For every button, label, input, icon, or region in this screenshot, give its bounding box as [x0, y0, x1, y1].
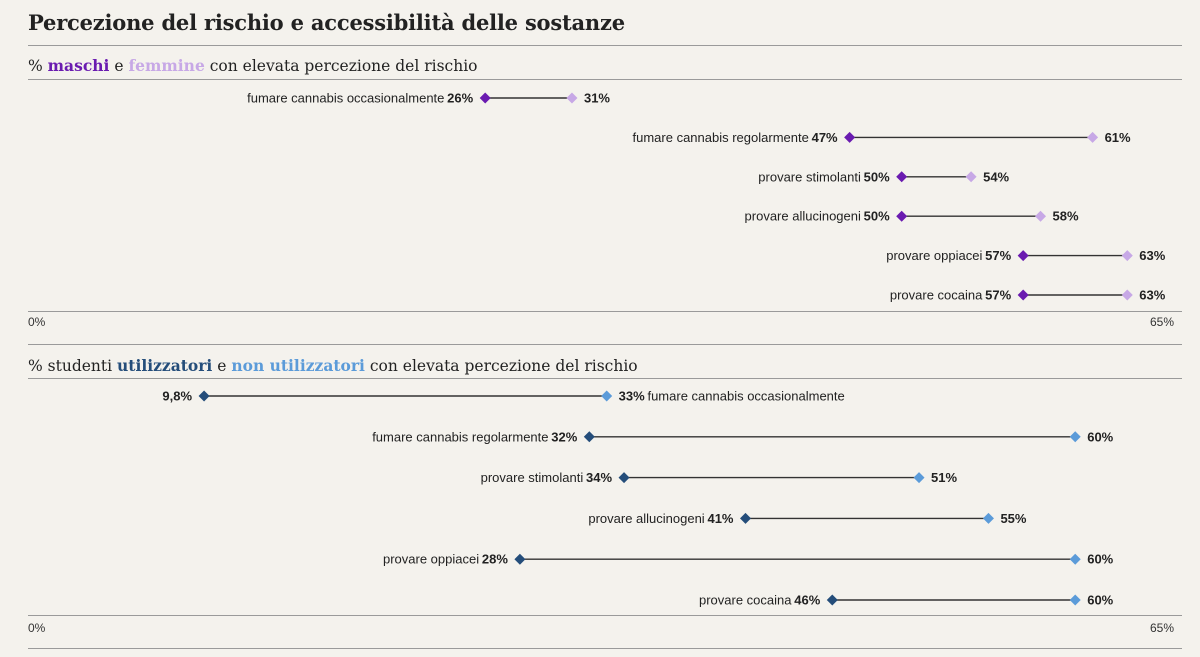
panel1-axis-min: 0% [28, 315, 46, 329]
value-label-right: 51% [931, 470, 957, 485]
marker-non-utilizzatori [1069, 594, 1081, 606]
category-label: provare allucinogeni [588, 511, 704, 526]
value-label-left: 9,8% [162, 389, 192, 404]
marker-utilizzatori [514, 553, 526, 565]
marker-utilizzatori [198, 390, 210, 402]
value-label-left: 26% [447, 91, 473, 106]
marker-non-utilizzatori [913, 472, 925, 484]
category-label: provare cocaina [699, 593, 792, 608]
marker-femmine [1035, 210, 1047, 222]
value-label-left: 57% [985, 288, 1011, 303]
value-label-right: 60% [1087, 429, 1113, 444]
value-label-right: 31% [584, 91, 610, 106]
chart-title: Percezione del rischio e accessibilità d… [28, 10, 625, 35]
value-label-right: 33% [619, 389, 645, 404]
category-label: fumare cannabis occasionalmente [247, 91, 444, 106]
panel2-axis-min: 0% [28, 621, 46, 635]
panel1-top-rule [28, 79, 1182, 80]
subtitle-suffix: con elevata percezione del rischio [204, 57, 478, 75]
category-label: provare stimolanti [758, 169, 861, 184]
marker-maschi [1017, 250, 1029, 262]
marker-non-utilizzatori [1069, 431, 1081, 443]
marker-femmine [1087, 131, 1099, 143]
subtitle-mid: e [212, 357, 232, 375]
panel2-top-rule [28, 378, 1182, 379]
value-label-left: 32% [551, 429, 577, 444]
marker-utilizzatori [740, 512, 752, 524]
marker-maschi [896, 210, 908, 222]
value-label-right: 63% [1139, 248, 1165, 263]
value-label-right: 60% [1087, 552, 1113, 567]
legend-maschi: maschi [47, 56, 110, 75]
marker-maschi [896, 171, 908, 183]
value-label-left: 47% [812, 130, 838, 145]
marker-utilizzatori [618, 472, 630, 484]
category-label: provare cocaina [890, 288, 983, 303]
panel2-sep-rule [28, 344, 1182, 345]
value-label-right: 63% [1139, 288, 1165, 303]
category-label: provare allucinogeni [745, 209, 861, 224]
value-label-left: 46% [794, 593, 820, 608]
marker-non-utilizzatori [601, 390, 613, 402]
marker-femmine [1121, 289, 1133, 301]
marker-utilizzatori [826, 594, 838, 606]
subtitle-prefix: % [28, 57, 48, 75]
legend-utilizzatori: utilizzatori [117, 356, 213, 375]
subtitle-prefix: % studenti [28, 357, 118, 375]
value-label-left: 50% [864, 209, 890, 224]
value-label-right: 61% [1105, 130, 1131, 145]
value-label-left: 34% [586, 470, 612, 485]
marker-non-utilizzatori [1069, 553, 1081, 565]
value-label-left: 57% [985, 248, 1011, 263]
legend-non-utilizzatori: non utilizzatori [231, 356, 365, 375]
marker-maschi [1017, 289, 1029, 301]
legend-femmine: femmine [128, 56, 205, 75]
category-label: fumare cannabis regolarmente [633, 130, 809, 145]
marker-maschi [479, 92, 491, 104]
category-label: provare oppiacei [886, 248, 982, 263]
value-label-left: 28% [482, 552, 508, 567]
value-label-right: 58% [1053, 209, 1079, 224]
category-label: fumare cannabis regolarmente [372, 429, 548, 444]
panel2-axis-max: 65% [1150, 621, 1175, 635]
value-label-right: 54% [983, 169, 1009, 184]
panel2-subtitle: % studenti utilizzatori e non utilizzato… [28, 356, 638, 375]
value-label-left: 41% [707, 511, 733, 526]
marker-femmine [1121, 250, 1133, 262]
value-label-right: 55% [1000, 511, 1026, 526]
category-label: provare stimolanti [481, 470, 584, 485]
marker-femmine [965, 171, 977, 183]
panel1-subtitle: % maschi e femmine con elevata percezion… [28, 56, 478, 75]
value-label-left: 50% [864, 169, 890, 184]
value-label-right: 60% [1087, 593, 1113, 608]
subtitle-suffix: con elevata percezione del rischio [364, 357, 638, 375]
category-label: provare oppiacei [383, 552, 479, 567]
category-label: fumare cannabis occasionalmente [647, 389, 844, 404]
marker-femmine [566, 92, 578, 104]
panel1-axis-rule [28, 311, 1182, 312]
marker-utilizzatori [583, 431, 595, 443]
panel1-axis-max: 65% [1150, 315, 1175, 329]
title-rule [28, 45, 1182, 46]
subtitle-mid: e [109, 57, 129, 75]
bottom-rule [28, 648, 1182, 649]
marker-maschi [844, 131, 856, 143]
panel2-axis-rule [28, 615, 1182, 616]
marker-non-utilizzatori [982, 512, 994, 524]
